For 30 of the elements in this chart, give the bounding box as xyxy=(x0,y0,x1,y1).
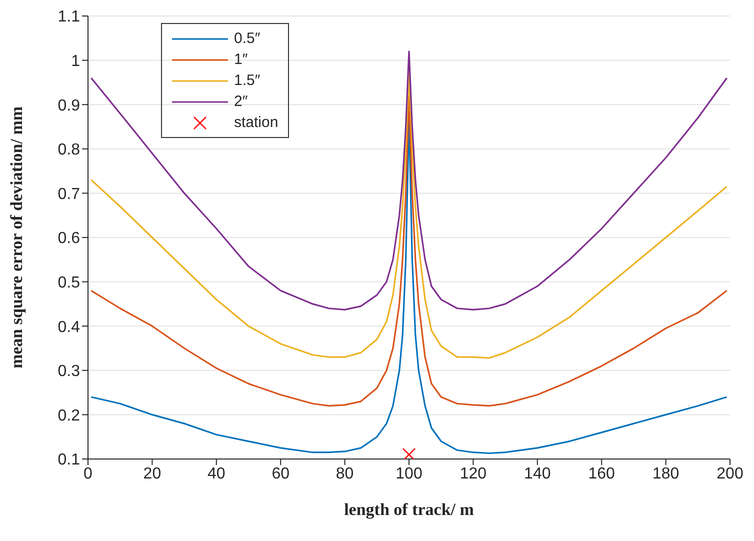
y-tick-label: 1.1 xyxy=(58,8,80,26)
legend-label: 0.5″ xyxy=(234,30,260,47)
x-tick-label: 200 xyxy=(716,465,744,482)
y-tick-label: 0.8 xyxy=(58,142,80,159)
y-tick-label: 0.4 xyxy=(58,318,80,336)
x-tick-label: 140 xyxy=(524,465,551,482)
x-tick-label: 80 xyxy=(336,465,354,482)
y-tick-label: 0.3 xyxy=(58,363,80,380)
legend-label: station xyxy=(234,114,278,131)
y-tick-label: 0.7 xyxy=(58,186,80,203)
y-axis-title: mean square error of deviation/ mm xyxy=(7,106,26,369)
x-tick-label: 40 xyxy=(208,465,226,482)
y-tick-label: 1 xyxy=(71,52,80,70)
legend-label: 2″ xyxy=(234,93,248,110)
x-tick-label: 180 xyxy=(652,465,680,482)
y-tick-label: 0.1 xyxy=(58,452,80,469)
legend-label: 1.5″ xyxy=(234,72,260,89)
y-tick-label: 0.5 xyxy=(58,274,80,292)
y-tick-label: 0.6 xyxy=(58,230,80,248)
y-tick-label: 0.2 xyxy=(58,407,80,424)
y-tick-label: 0.9 xyxy=(58,97,80,114)
legend-label: 1″ xyxy=(234,51,248,68)
x-tick-label: 160 xyxy=(588,465,616,482)
x-tick-label: 120 xyxy=(460,465,487,482)
x-axis-title: length of track/ m xyxy=(344,500,474,519)
x-tick-label: 60 xyxy=(272,465,290,482)
x-tick-label: 0 xyxy=(84,465,93,482)
x-tick-label: 20 xyxy=(143,465,162,482)
x-tick-label: 100 xyxy=(396,465,422,482)
line-series xyxy=(90,50,728,311)
